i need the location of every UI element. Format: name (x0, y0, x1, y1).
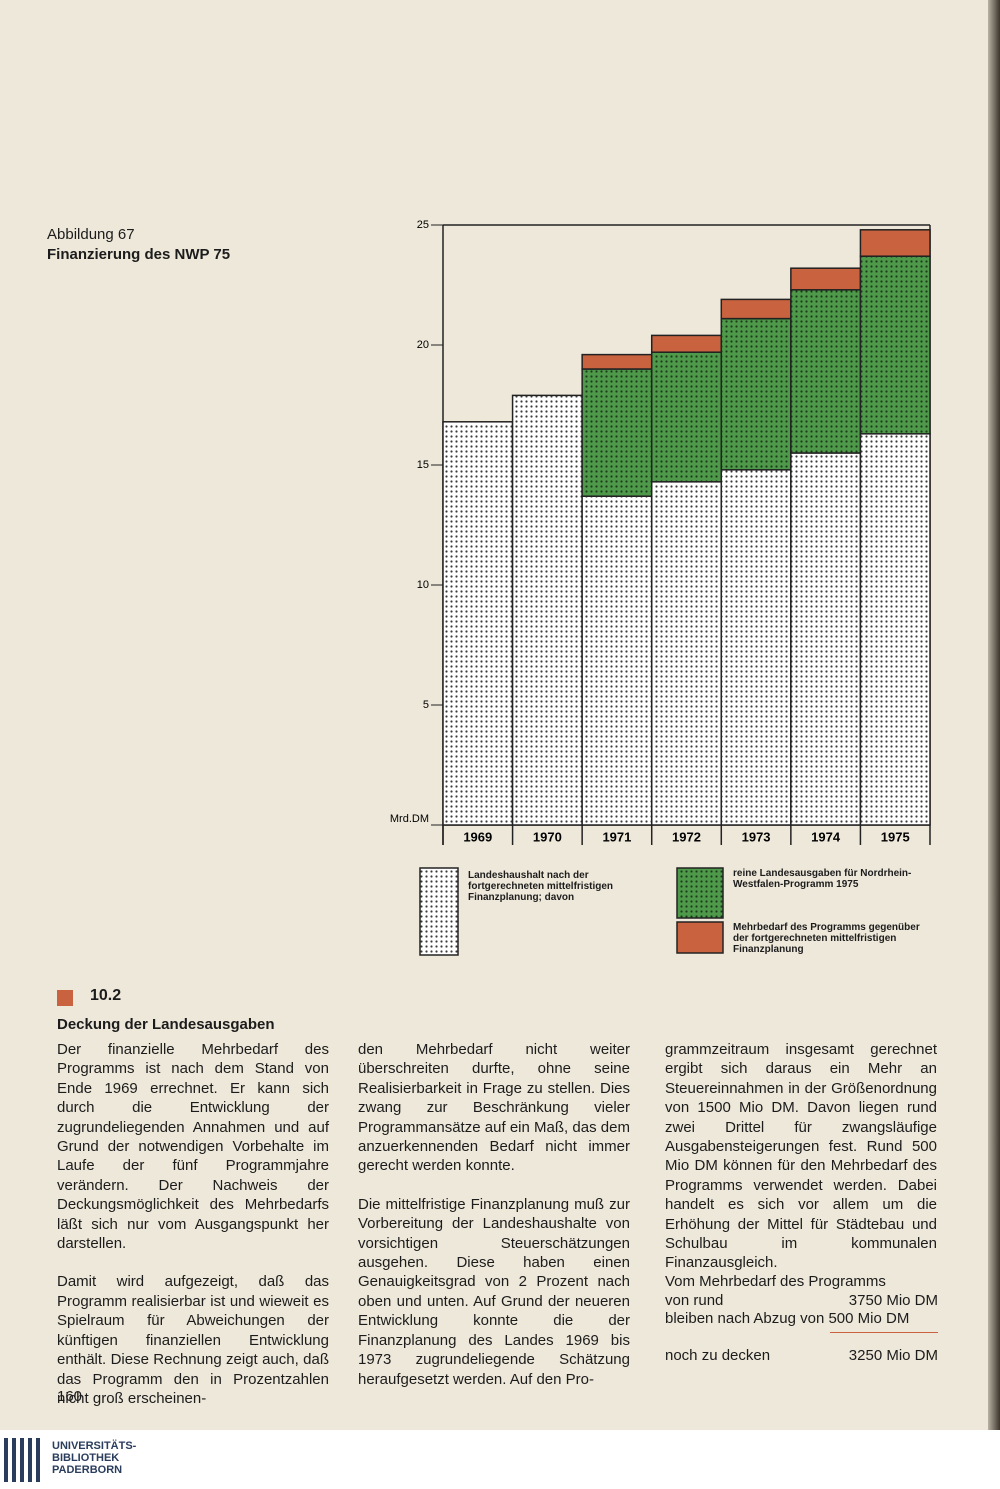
bar-segment (859, 255, 931, 435)
y-tick-label: 10 (417, 579, 429, 591)
y-tick-label: 15 (417, 459, 429, 471)
bar-segment (790, 452, 862, 826)
figure-caption: Finanzierung des NWP 75 (47, 246, 231, 263)
chart: Mrd.DM 5 10 15 20 25 1969 1970 1971 1972 1973 1974 1… (390, 219, 931, 956)
legend-label: Landeshaushalt nach der fortgerechneten … (468, 870, 614, 903)
logo-line: PADERBORN (52, 1464, 123, 1476)
page-number: 160 (57, 1388, 83, 1405)
bar-segment (790, 289, 862, 454)
section-marker (57, 990, 73, 1006)
bar-segment (859, 433, 931, 826)
y-tick-label: 25 (417, 219, 429, 231)
figure-number: Abbildung 67 (47, 226, 135, 243)
x-tick-label: 1972 (672, 829, 701, 844)
bar-segment (581, 368, 653, 497)
logo-text: UNIVERSITÄTS- BIBLIOTHEK PADERBORN (52, 1440, 136, 1476)
legend-swatch (419, 867, 459, 956)
y-tick-label: Mrd.DM (390, 813, 429, 825)
paragraph: Der finanzielle Mehrbedarf des Programms… (57, 1041, 329, 1253)
calc-label: von rund (665, 1292, 724, 1309)
bar-segment (720, 317, 792, 471)
bar-segment (581, 495, 653, 826)
paragraph: Damit wird aufgezeigt, daß das Programm … (57, 1273, 329, 1407)
x-tick-label: 1971 (602, 829, 631, 844)
section-number: 10.2 (90, 987, 122, 1004)
paragraph: grammzeitraum insgesamt gerechnet ergibt… (665, 1041, 937, 1272)
legend-swatch (676, 867, 724, 919)
x-tick-label: 1973 (742, 829, 771, 844)
bar-segment (650, 481, 723, 826)
logo-line: BIBLIOTHEK (52, 1452, 120, 1464)
y-tick-label: 5 (423, 699, 429, 711)
logo-mark (4, 1438, 44, 1482)
calc-line: bleiben nach Abzug von 500 Mio DM (665, 1310, 938, 1327)
logo-line: UNIVERSITÄTS- (52, 1440, 137, 1452)
calc-line: Vom Mehrbedarf des Programms (665, 1273, 938, 1290)
paragraph: den Mehrbedarf nicht weiter überschreite… (358, 1041, 630, 1175)
x-tick-label: 1974 (811, 829, 841, 844)
bar-segment (790, 267, 862, 291)
calc-rule (830, 1332, 938, 1333)
bar-segment (720, 298, 792, 320)
bar-segment (442, 421, 514, 826)
bar-segment (650, 351, 723, 483)
bar-segment (511, 394, 583, 826)
x-tick-label: 1970 (533, 829, 562, 844)
text-column: grammzeitraum insgesamt gerechnet ergibt… (665, 1040, 937, 1292)
calc-value: 3750 Mio DM (848, 1292, 938, 1309)
book-edge (988, 0, 1000, 1430)
bar-segment (581, 353, 653, 370)
bar-segment (650, 334, 723, 353)
x-tick-label: 1969 (463, 829, 492, 844)
calc-value: 3250 Mio DM (848, 1347, 938, 1364)
section-title: Deckung der Landesausgaben (57, 1016, 275, 1033)
paragraph: Die mittelfristige Finanzplanung muß zur… (358, 1195, 630, 1388)
legend-label: Mehrbedarf des Programms gegenüber der f… (733, 922, 920, 955)
calc-line: von rund 3750 Mio DM (665, 1292, 938, 1309)
calc-label: noch zu decken (665, 1347, 771, 1364)
text-column: den Mehrbedarf nicht weiter überschreite… (358, 1040, 630, 1408)
bar-segment (720, 469, 792, 826)
footer: UNIVERSITÄTS- BIBLIOTHEK PADERBORN (0, 1430, 1000, 1489)
bar-segment (859, 229, 931, 257)
calc-line: noch zu decken 3250 Mio DM (665, 1347, 938, 1364)
legend-label: reine Landesausgaben für Nordrhein-Westf… (733, 868, 912, 890)
text-column: Der finanzielle Mehrbedarf des Programms… (57, 1040, 329, 1427)
legend-swatch (676, 921, 724, 954)
calc-text: bleiben nach Abzug von 500 Mio DM (665, 1310, 910, 1327)
x-tick-label: 1975 (881, 829, 910, 844)
calc-text: Vom Mehrbedarf des Programms (665, 1273, 886, 1290)
y-tick-label: 20 (417, 339, 429, 351)
